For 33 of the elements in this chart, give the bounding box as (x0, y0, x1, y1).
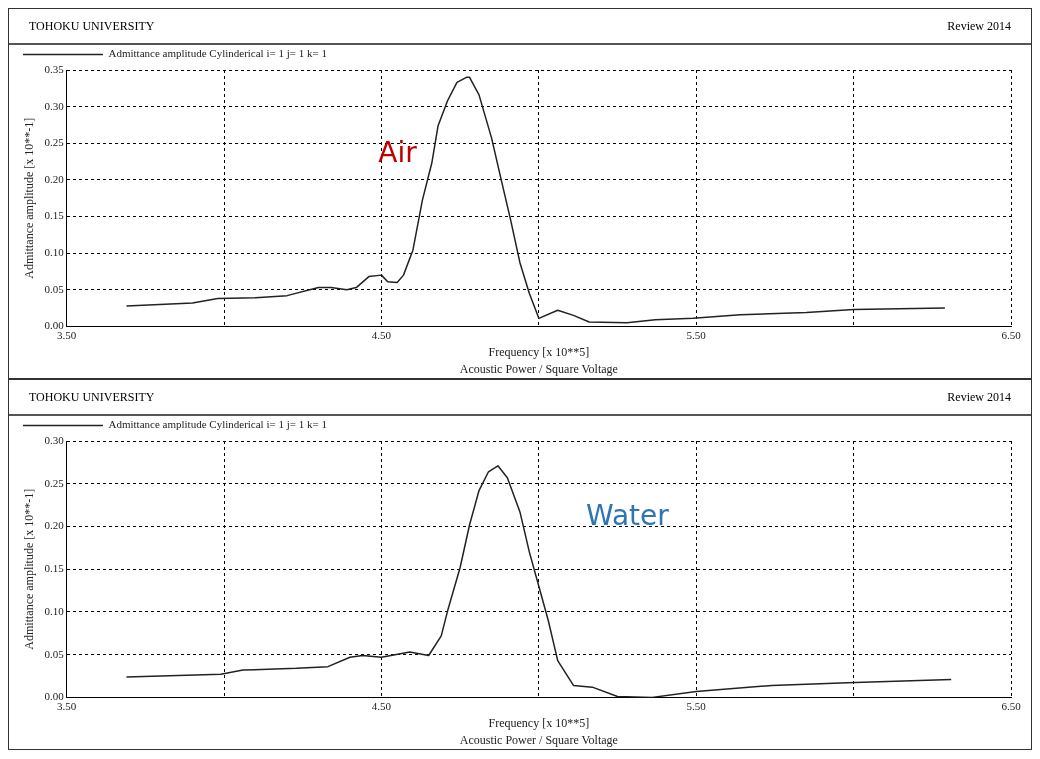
chart-subtitle: Review 2014 (947, 389, 1011, 405)
annotation: Air (378, 135, 418, 169)
y-tick-label: 0.05 (44, 282, 65, 295)
x-tick-label: 4.50 (371, 328, 392, 341)
x-axis-title: Frequency [x 10**5] (488, 715, 590, 730)
text: Admittance amplitude Cylinderical i= 1 j= 1 k= 1 (108, 418, 327, 431)
y-tick-label: 0.10 (44, 604, 65, 617)
y-axis-title: Admittance amplitude [x 10**-1] (22, 117, 37, 279)
y-tick-label: 0.20 (44, 519, 65, 532)
x-axis-title: Frequency [x 10**5] (488, 344, 590, 359)
y-tick-label: 0.35 (44, 62, 65, 75)
text: Acoustic Power / Square Voltage (459, 733, 618, 748)
y-axis-title: Admittance amplitude [x 10**-1] (22, 488, 37, 650)
annotation: Water (586, 499, 670, 533)
text: Acoustic Power / Square Voltage (459, 362, 618, 377)
y-tick-label: 0.05 (44, 647, 65, 660)
y-tick-label: 0.15 (44, 209, 65, 222)
y-tick-label: 0.15 (44, 562, 65, 575)
chart-title: TOHOKU UNIVERSITY (29, 389, 155, 405)
y-tick-label: 0.10 (44, 246, 65, 259)
x-tick-label: 5.50 (686, 328, 707, 341)
y-tick-label: 0.20 (44, 172, 65, 185)
y-tick-label: 0.30 (44, 433, 65, 446)
text: Admittance amplitude Cylinderical i= 1 j= 1 k= 1 (108, 47, 327, 60)
y-tick-label: 0.30 (44, 99, 65, 112)
chart-subtitle: Review 2014 (947, 18, 1011, 34)
x-tick-label: 4.50 (371, 699, 392, 712)
y-tick-label: 0.25 (44, 136, 65, 149)
chart-title: TOHOKU UNIVERSITY (29, 18, 155, 34)
x-tick-label: 5.50 (686, 699, 707, 712)
y-tick-label: 0.25 (44, 476, 65, 489)
x-tick-label: 6.50 (1001, 699, 1022, 712)
x-tick-label: 6.50 (1001, 328, 1022, 341)
